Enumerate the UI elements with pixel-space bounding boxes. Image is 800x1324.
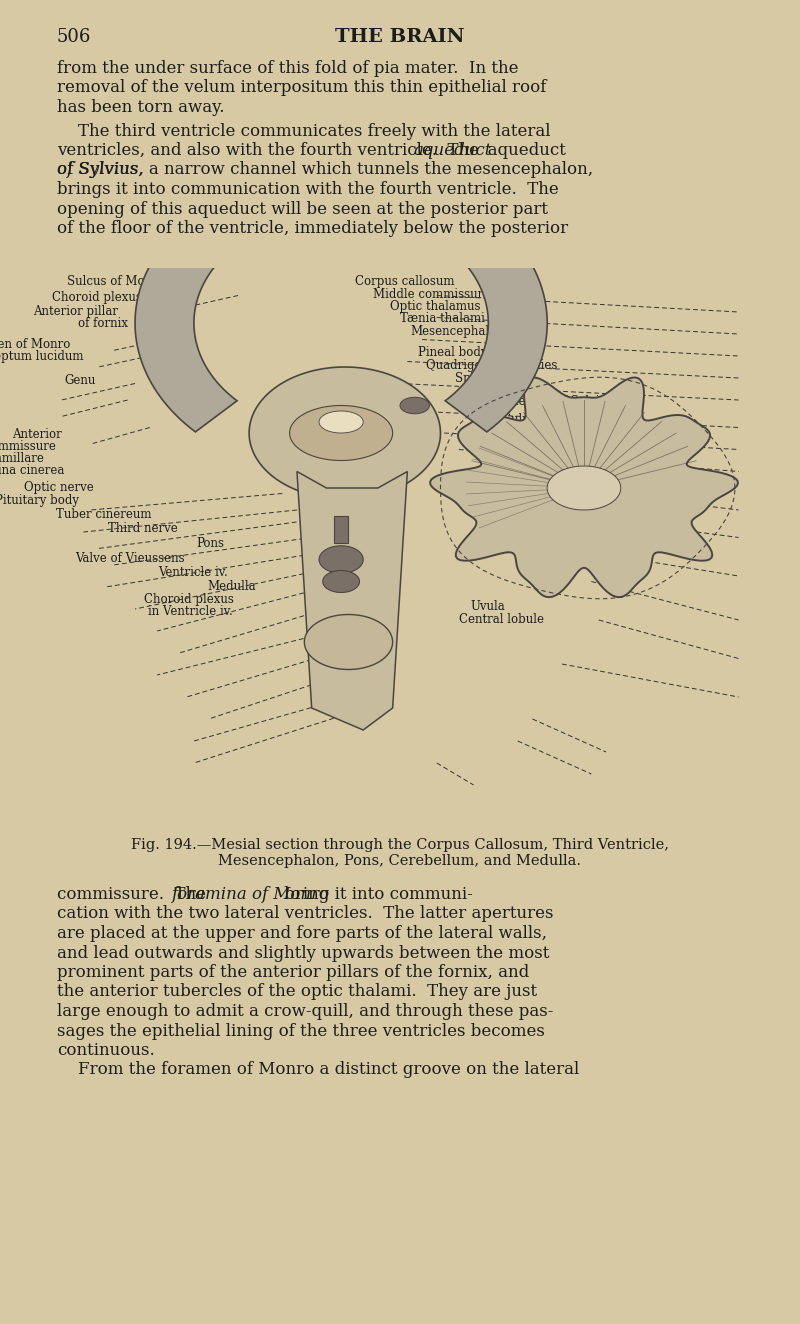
Text: Ventricle iv.: Ventricle iv. — [158, 565, 228, 579]
Text: removal of the velum interpositum this thin epithelial roof: removal of the velum interpositum this t… — [57, 79, 546, 97]
Text: Middle commissure: Middle commissure — [373, 289, 490, 301]
Text: foramina of Monro: foramina of Monro — [170, 886, 329, 903]
Text: of the floor of the ventricle, immediately below the posterior: of the floor of the ventricle, immediate… — [57, 220, 568, 237]
Polygon shape — [304, 614, 393, 670]
Text: Fig. 194.—Mesial section through the Corpus Callosum, Third Ventricle,: Fig. 194.—Mesial section through the Cor… — [131, 838, 669, 853]
Text: cacuminis: cacuminis — [594, 500, 654, 514]
Polygon shape — [135, 214, 237, 432]
Text: Aqueduct of Sylvius: Aqueduct of Sylvius — [495, 395, 613, 408]
Text: Anterior: Anterior — [12, 428, 62, 441]
Text: in Ventricle iv.: in Ventricle iv. — [148, 605, 233, 618]
Polygon shape — [446, 214, 547, 432]
Text: large enough to admit a crow-quill, and through these pas-: large enough to admit a crow-quill, and … — [57, 1004, 554, 1019]
Text: Quadrigeminal bodies: Quadrigeminal bodies — [426, 359, 558, 372]
Text: Optic nerve: Optic nerve — [24, 481, 94, 494]
Text: Tuber valvulæ: Tuber valvulæ — [566, 535, 652, 548]
Polygon shape — [319, 545, 363, 573]
Text: Uvula: Uvula — [470, 600, 505, 613]
Text: brings it into communication with the fourth ventricle.  The: brings it into communication with the fo… — [57, 181, 558, 199]
Text: commissure: commissure — [0, 440, 56, 453]
Polygon shape — [297, 471, 407, 730]
Text: continuous.: continuous. — [57, 1042, 154, 1059]
Text: of fornix: of fornix — [78, 316, 128, 330]
Text: Folium: Folium — [594, 490, 635, 503]
Text: sages the epithelial lining of the three ventricles becomes: sages the epithelial lining of the three… — [57, 1022, 545, 1039]
Text: cation with the two lateral ventricles.  The latter apertures: cation with the two lateral ventricles. … — [57, 906, 554, 923]
Text: Valve of Vieussens: Valve of Vieussens — [75, 552, 185, 565]
Text: ventricles, and also with the fourth ventricle.  The  aqueduct: ventricles, and also with the fourth ven… — [57, 142, 566, 159]
Text: Medulla: Medulla — [207, 580, 256, 593]
Text: Pyramid: Pyramid — [557, 557, 606, 571]
Text: Septum lucidum: Septum lucidum — [0, 350, 84, 363]
Text: 506: 506 — [56, 28, 90, 46]
Text: Corpus callosum: Corpus callosum — [355, 275, 454, 289]
Text: of Sylvius, a narrow channel which tunnels the mesencephalon,: of Sylvius, a narrow channel which tunne… — [57, 162, 593, 179]
Polygon shape — [167, 169, 515, 263]
Text: opening of this aqueduct will be seen at the posterior part: opening of this aqueduct will be seen at… — [57, 200, 548, 217]
Polygon shape — [334, 515, 349, 543]
Text: Pons: Pons — [196, 538, 224, 549]
Text: Genu: Genu — [65, 373, 96, 387]
Text: Nodule: Nodule — [353, 625, 396, 638]
Text: Culmen monticuli: Culmen monticuli — [502, 413, 607, 426]
Text: has been torn away.: has been torn away. — [57, 99, 225, 117]
Text: are placed at the upper and fore parts of the lateral walls,: are placed at the upper and fore parts o… — [57, 925, 547, 941]
Text: Tuber cinereum: Tuber cinereum — [57, 508, 152, 522]
Polygon shape — [322, 571, 359, 593]
Text: Lamina cinerea: Lamina cinerea — [0, 463, 64, 477]
Text: of Sylvius,: of Sylvius, — [57, 162, 144, 179]
Text: Third nerve: Third nerve — [108, 522, 178, 535]
Text: Choroid plexus: Choroid plexus — [52, 291, 142, 305]
Text: aqueduct: aqueduct — [413, 142, 491, 159]
Polygon shape — [319, 410, 363, 433]
Polygon shape — [400, 397, 430, 413]
Text: Mesencephalon, Pons, Cerebellum, and Medulla.: Mesencephalon, Pons, Cerebellum, and Med… — [218, 854, 582, 869]
Text: The third ventricle communicates freely with the lateral: The third ventricle communicates freely … — [57, 123, 550, 139]
Text: Foramen of Monro: Foramen of Monro — [0, 338, 70, 351]
Text: bring it into communi-: bring it into communi- — [278, 886, 472, 903]
Text: and lead outwards and slightly upwards between the most: and lead outwards and slightly upwards b… — [57, 944, 550, 961]
Text: Mesencephalon: Mesencephalon — [410, 324, 504, 338]
Text: Optic thalamus: Optic thalamus — [390, 301, 481, 312]
Text: Tænia thalami: Tænia thalami — [400, 312, 485, 324]
Text: Splenium: Splenium — [455, 372, 511, 385]
Text: Choroid plexus: Choroid plexus — [144, 593, 234, 606]
Polygon shape — [547, 466, 621, 510]
Polygon shape — [249, 367, 441, 499]
Text: from the under surface of this fold of pia mater.  In the: from the under surface of this fold of p… — [57, 60, 518, 77]
Text: From the foramen of Monro a distinct groove on the lateral: From the foramen of Monro a distinct gro… — [57, 1062, 579, 1079]
Text: Sulcus of Monro: Sulcus of Monro — [67, 275, 165, 289]
Text: commissure.  The: commissure. The — [57, 886, 211, 903]
Text: Anterior pillar: Anterior pillar — [33, 305, 118, 318]
Text: THE BRAIN: THE BRAIN — [335, 28, 465, 46]
Text: Corpus mammillare: Corpus mammillare — [0, 451, 44, 465]
Text: Clivus monticuli: Clivus monticuli — [540, 448, 636, 459]
Text: Central lobule: Central lobule — [459, 613, 544, 626]
Text: prominent parts of the anterior pillars of the fornix, and: prominent parts of the anterior pillars … — [57, 964, 530, 981]
Polygon shape — [290, 405, 393, 461]
Polygon shape — [430, 377, 738, 597]
Text: Pituitary body: Pituitary body — [0, 494, 79, 507]
Text: Pineal body: Pineal body — [418, 346, 487, 359]
Text: the anterior tubercles of the optic thalami.  They are just: the anterior tubercles of the optic thal… — [57, 984, 537, 1001]
